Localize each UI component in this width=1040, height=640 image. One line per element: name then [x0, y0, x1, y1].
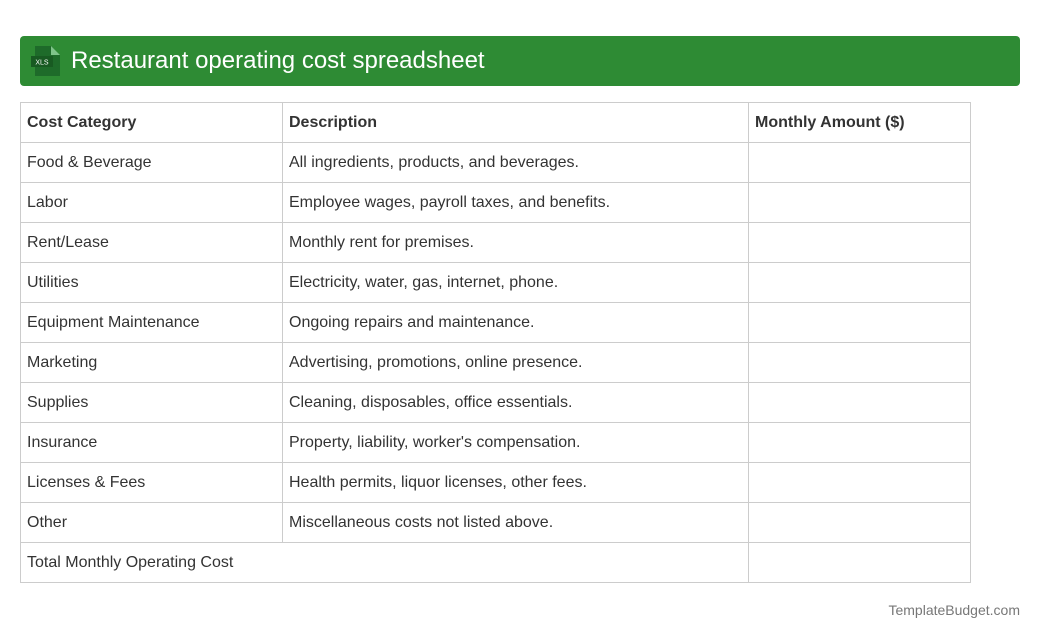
xls-icon: XLS [31, 46, 60, 76]
footer-credit: TemplateBudget.com [888, 602, 1020, 618]
table-row: Marketing Advertising, promotions, online… [20, 342, 971, 383]
table-row: Insurance Property, liability, worker's c… [20, 422, 971, 463]
amount-cell [748, 542, 971, 583]
icon-label: XLS [35, 60, 49, 67]
table-cell: Advertising, promotions, online presence… [282, 342, 749, 383]
column-header: Monthly Amount ($) [748, 102, 971, 143]
table-cell: Insurance [20, 422, 283, 463]
table-row: Supplies Cleaning, disposables, office es… [20, 382, 971, 423]
table-cell: Marketing [20, 342, 283, 383]
total-row: Total Monthly Operating Cost [20, 542, 971, 583]
column-header: Cost Category [20, 102, 283, 143]
table-row: Other Miscellaneous costs not listed abov… [20, 502, 971, 543]
table-cell: Food & Beverage [20, 142, 283, 183]
table-row: Equipment Maintenance Ongoing repairs and… [20, 302, 971, 343]
amount-cell [748, 502, 971, 543]
table-row: Rent/Lease Monthly rent for premises. [20, 222, 971, 263]
amount-cell [748, 462, 971, 503]
table-cell: Cleaning, disposables, office essentials… [282, 382, 749, 423]
table-cell: Licenses & Fees [20, 462, 283, 503]
table-row: Utilities Electricity, water, gas, intern… [20, 262, 971, 303]
table-cell: Labor [20, 182, 283, 223]
header-row: Cost Category Description Monthly Amount (… [20, 102, 971, 143]
amount-cell [748, 422, 971, 463]
table-cell: All ingredients, products, and beverages… [282, 142, 749, 183]
table-cell: Utilities [20, 262, 283, 303]
total-label: Total Monthly Operating Cost [20, 542, 749, 583]
table-cell: Property, liability, worker's compensati… [282, 422, 749, 463]
table-cell: Electricity, water, gas, internet, phone… [282, 262, 749, 303]
table-cell: Supplies [20, 382, 283, 423]
cost-table: Cost Category Description Monthly Amount (… [20, 102, 971, 583]
amount-cell [748, 262, 971, 303]
amount-cell [748, 222, 971, 263]
amount-cell [748, 302, 971, 343]
table-row: Labor Employee wages, payroll taxes, and … [20, 182, 971, 223]
header-bar: XLS Restaurant operating cost spreadshee… [20, 36, 1020, 86]
column-header: Description [282, 102, 749, 143]
table-cell: Health permits, liquor licenses, other f… [282, 462, 749, 503]
table-cell: Equipment Maintenance [20, 302, 283, 343]
amount-cell [748, 182, 971, 223]
table-cell: Monthly rent for premises. [282, 222, 749, 263]
table-row: Food & Beverage All ingredients, products… [20, 142, 971, 183]
amount-cell [748, 382, 971, 423]
table-cell: Miscellaneous costs not listed above. [282, 502, 749, 543]
page-title: Restaurant operating cost spreadsheet [71, 47, 485, 74]
table-cell: Employee wages, payroll taxes, and benef… [282, 182, 749, 223]
table-cell: Rent/Lease [20, 222, 283, 263]
table-cell: Other [20, 502, 283, 543]
table-cell: Ongoing repairs and maintenance. [282, 302, 749, 343]
amount-cell [748, 342, 971, 383]
amount-cell [748, 142, 971, 183]
table-row: Licenses & Fees Health permits, liquor li… [20, 462, 971, 503]
